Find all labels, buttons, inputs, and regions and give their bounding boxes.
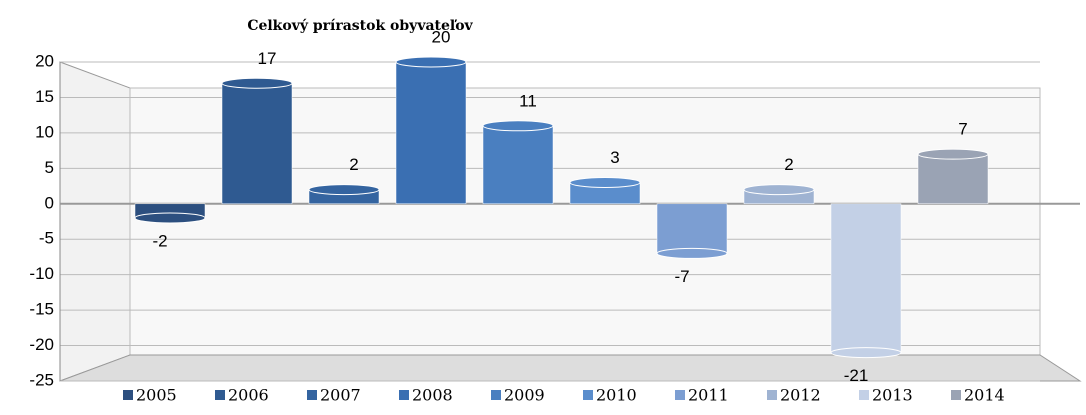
bar [830,203,902,353]
data-label: 7 [958,120,967,139]
bar-cap [656,247,728,259]
data-label: -2 [152,231,167,250]
data-label: -21 [844,366,869,385]
legend-swatch [123,390,133,400]
legend-swatch [307,390,317,400]
bar-cap [221,77,293,89]
y-tick-label: 15 [35,87,54,106]
bar-cap [308,184,380,196]
bar [917,153,989,205]
chart-title: Celkový prírastok obyvateľov [247,17,473,34]
legend-label: 2005 [136,386,177,405]
bar-cap [743,184,815,196]
legend-swatch [675,390,685,400]
legend-label: 2007 [320,386,361,405]
legend-label: 2012 [780,386,821,405]
legend-swatch [951,390,961,400]
y-tick-label: 10 [35,122,54,141]
legend-swatch [583,390,593,400]
data-label: 20 [432,27,451,46]
y-tick-label: -5 [39,229,54,248]
bar [656,203,728,254]
legend-label: 2010 [596,386,637,405]
side-wall [59,61,131,382]
legend-swatch [859,390,869,400]
y-tick-label: 0 [45,193,54,212]
bar-cap [569,177,641,189]
bar-cap [482,120,554,132]
legend-label: 2008 [412,386,453,405]
data-label: 2 [784,155,793,174]
legend-swatch [215,390,225,400]
legend-label: 2011 [688,386,729,405]
legend-label: 2014 [964,386,1005,405]
data-label: 11 [519,91,537,110]
legend-swatch [767,390,777,400]
floor [59,354,1082,382]
bar-cap [134,212,206,224]
legend-label: 2009 [504,386,545,405]
y-tick-label: 20 [35,51,54,70]
data-label: 17 [258,49,277,68]
y-tick-label: -25 [29,370,54,389]
data-label: 2 [349,155,358,174]
y-tick-label: 5 [45,158,54,177]
legend-label: 2013 [872,386,913,405]
legend-swatch [399,390,409,400]
legend-swatch [491,390,501,400]
legend-label: 2006 [228,386,269,405]
y-tick-label: -10 [29,264,54,283]
bar-cap [917,148,989,160]
bar [395,61,467,205]
bar-cap [830,347,902,359]
bar-cap [395,56,467,68]
bar [482,125,554,205]
data-label: -7 [674,267,689,286]
y-tick-label: -20 [29,335,54,354]
bar [221,83,293,205]
y-tick-label: -15 [29,300,54,319]
data-label: 3 [610,148,619,167]
